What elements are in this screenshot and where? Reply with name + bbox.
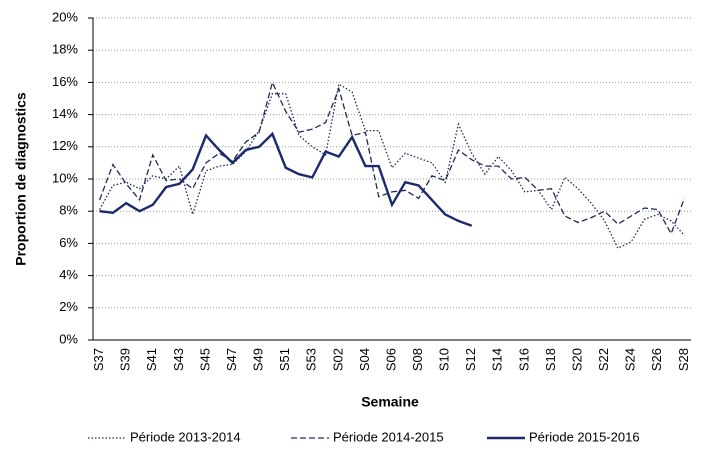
x-tick-label: S16 <box>516 348 531 371</box>
y-tick-label: 0% <box>59 331 78 346</box>
y-tick-label: 2% <box>59 299 78 314</box>
y-tick-label: 12% <box>52 138 78 153</box>
x-tick-label: S53 <box>304 348 319 371</box>
x-tick-label: S12 <box>463 348 478 371</box>
series-line <box>99 131 473 227</box>
x-axis-title: Semaine <box>361 394 419 410</box>
x-tick-label: S45 <box>197 348 212 371</box>
x-tick-label: S41 <box>144 348 159 371</box>
y-tick-label: 6% <box>59 235 78 250</box>
x-tick-label: S04 <box>357 348 372 371</box>
y-tick-label: 18% <box>52 42 78 57</box>
x-tick-label: S06 <box>383 348 398 371</box>
x-tick-label: S22 <box>596 348 611 371</box>
y-tick-label: 10% <box>52 170 78 185</box>
x-tick-label: S43 <box>171 348 186 371</box>
x-tick-label: S49 <box>251 348 266 371</box>
y-tick-label: 14% <box>52 106 78 121</box>
legend-label: Période 2013-2014 <box>130 429 241 444</box>
x-tick-label: S47 <box>224 348 239 371</box>
y-axis-title: Proportion de diagnostics <box>13 92 29 266</box>
x-tick-label: S14 <box>490 348 505 371</box>
x-tick-label: S20 <box>569 348 584 371</box>
y-tick-label: 16% <box>52 74 78 89</box>
y-tick-label: 4% <box>59 267 78 282</box>
y-tick-label: 8% <box>59 203 78 218</box>
x-tick-label: S26 <box>649 348 664 371</box>
series-line <box>98 80 686 236</box>
x-tick-label: S28 <box>676 348 691 371</box>
x-tick-label: S10 <box>437 348 452 371</box>
series-line <box>99 82 685 250</box>
x-tick-label: S08 <box>410 348 425 371</box>
x-tick-label: S02 <box>330 348 345 371</box>
x-tick-label: S51 <box>277 348 292 371</box>
x-tick-label: S18 <box>543 348 558 371</box>
y-tick-label: 20% <box>52 9 78 24</box>
legend-label: Période 2015-2016 <box>529 429 640 444</box>
x-tick-label: S39 <box>118 348 133 371</box>
x-tick-label: S24 <box>623 348 638 371</box>
x-tick-label: S37 <box>91 348 106 371</box>
legend-label: Période 2014-2015 <box>333 429 444 444</box>
